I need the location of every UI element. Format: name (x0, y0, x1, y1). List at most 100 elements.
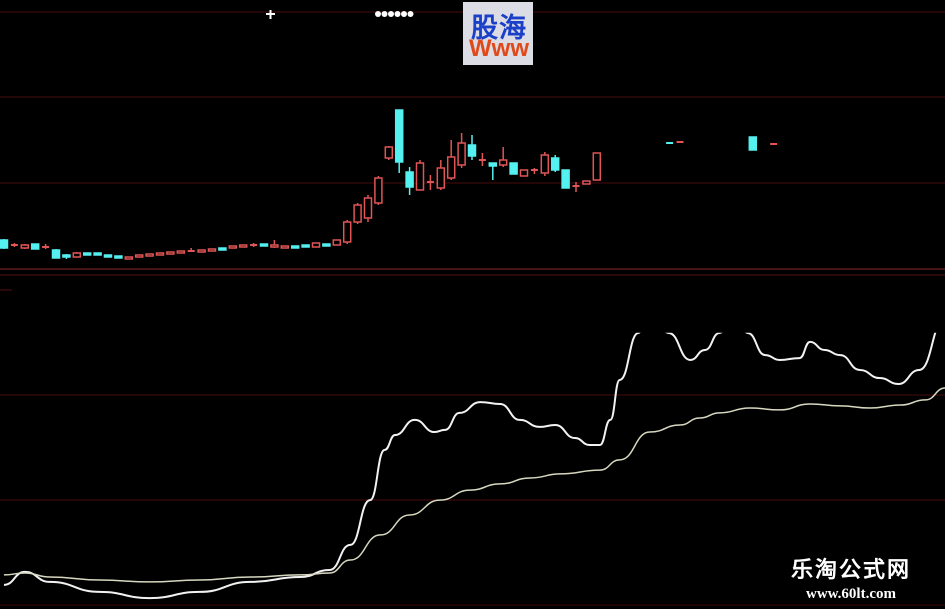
candle-body (384, 146, 394, 159)
candle (30, 243, 40, 250)
candle-body (228, 245, 238, 249)
candle-body (155, 252, 165, 256)
indicator-lines (3, 332, 945, 600)
candle-body (0, 239, 9, 249)
candle (250, 243, 258, 247)
candle (509, 162, 518, 175)
plus-marker (266, 10, 275, 19)
candle (582, 180, 591, 185)
candle-body (457, 142, 466, 166)
candle-body (342, 221, 352, 243)
candle (666, 142, 674, 144)
candle-body (748, 136, 758, 151)
candle (446, 140, 456, 180)
candle (488, 162, 498, 180)
candle-body (207, 248, 217, 252)
candle-body (353, 204, 362, 223)
candle (415, 160, 425, 191)
candle-body (498, 159, 508, 166)
candle (676, 141, 684, 143)
candle (374, 176, 383, 205)
candle (550, 155, 560, 172)
candle-body (374, 177, 383, 204)
candle (145, 253, 154, 257)
candle-body (238, 244, 248, 248)
candle-body (519, 169, 529, 177)
candle (353, 203, 362, 224)
candle-body (166, 251, 175, 255)
grid-lines (0, 11, 945, 606)
logo-text-1: 股海 (471, 13, 527, 44)
candle-body (332, 239, 342, 246)
watermark-name: 乐淘公式网 (790, 558, 911, 583)
candle-body (82, 252, 92, 256)
candle (592, 152, 602, 181)
candle-body (311, 242, 321, 248)
candle (93, 252, 102, 256)
candle-body (218, 247, 227, 251)
candle (342, 220, 352, 244)
candle-body (509, 162, 518, 175)
candle (134, 254, 144, 258)
candle (238, 244, 248, 248)
candle (259, 243, 269, 247)
candle (322, 243, 331, 247)
candle (82, 252, 92, 256)
candle (270, 240, 279, 248)
candle-body (72, 252, 82, 258)
candle-body (582, 180, 591, 185)
candle (197, 249, 206, 253)
candle (405, 167, 414, 195)
top-marks (266, 10, 414, 19)
candle (42, 244, 50, 249)
candle-body (30, 243, 40, 250)
candle (436, 160, 446, 190)
candle (748, 136, 758, 151)
candle (498, 147, 508, 167)
candle-body (145, 253, 154, 257)
candle-body (592, 152, 602, 181)
candle-body (436, 167, 446, 189)
candle-body (259, 243, 269, 247)
fast-line (3, 332, 937, 600)
logo-text-2: Www (469, 35, 529, 62)
candle-body (415, 162, 425, 191)
candle-body (124, 256, 134, 260)
candle (770, 143, 778, 145)
dot-marker (401, 11, 407, 17)
candle (280, 245, 290, 249)
candle (187, 248, 195, 252)
watermark: 乐淘公式网 www.60lt.com (791, 552, 911, 603)
candle (10, 243, 18, 247)
candle (457, 133, 466, 168)
candle-body (322, 243, 331, 247)
candle-body (467, 144, 477, 157)
candle (478, 153, 486, 166)
candle-body (20, 244, 30, 249)
candle-body (270, 244, 279, 248)
candle-body (51, 249, 61, 259)
candle (301, 244, 310, 248)
dot-marker (375, 11, 381, 17)
candle (155, 252, 165, 256)
candle-body (488, 162, 498, 167)
candle-body (93, 252, 102, 256)
candle-body (176, 250, 186, 254)
candle (166, 251, 175, 255)
candle (207, 248, 217, 252)
candle (0, 239, 9, 249)
watermark-url: www.60lt.com (805, 586, 896, 602)
candle (384, 146, 394, 160)
dot-marker (407, 11, 414, 17)
logo: 股海 Www (463, 2, 533, 65)
candle (290, 245, 300, 249)
candle-body (550, 157, 560, 171)
slow-line (3, 387, 945, 583)
candle (519, 169, 529, 177)
candle (540, 152, 550, 176)
candle (311, 242, 321, 248)
candle (103, 254, 113, 258)
candlestick-series (0, 109, 778, 260)
